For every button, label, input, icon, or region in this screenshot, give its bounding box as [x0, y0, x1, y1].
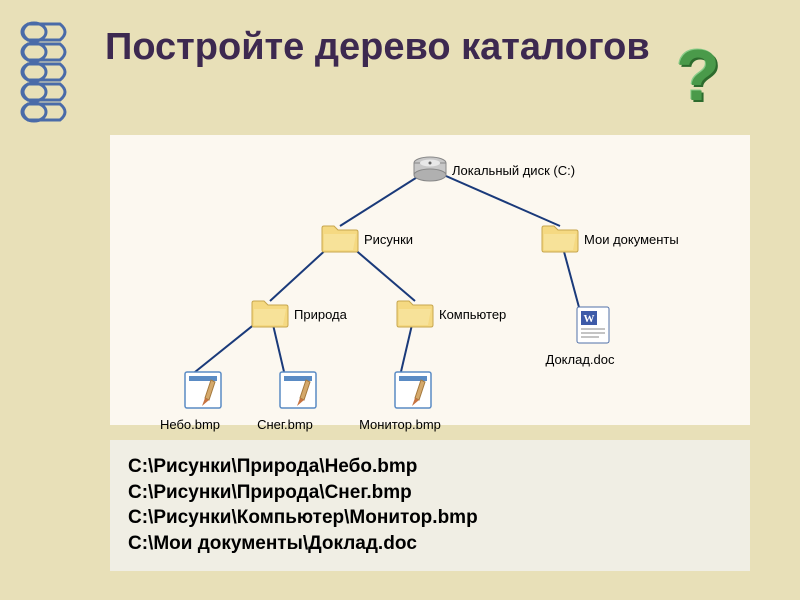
file-path-line: С:\Рисунки\Природа\Небо.bmp	[128, 454, 732, 480]
tree-node-label: Рисунки	[364, 232, 413, 247]
tree-node-label: Природа	[294, 307, 347, 322]
tree-node-sky: Небо.bmp	[170, 370, 235, 432]
file-paths-list: С:\Рисунки\Природа\Небо.bmpС:\Рисунки\Пр…	[110, 440, 750, 571]
tree-node-label: Небо.bmp	[145, 417, 235, 432]
folder-icon	[250, 295, 290, 334]
notebook-rings-decoration	[20, 10, 80, 210]
folder-icon	[320, 220, 360, 259]
tree-node-docs	[540, 220, 580, 259]
tree-node-label: Мои документы	[584, 232, 679, 247]
bmp-icon	[265, 370, 330, 415]
question-mark-icon: ?	[676, 35, 720, 117]
file-path-line: С:\Мои документы\Доклад.doc	[128, 531, 732, 557]
page-title: Постройте дерево каталогов	[105, 26, 650, 70]
doc-icon: W	[560, 305, 625, 350]
tree-node-mon: Монитор.bmp	[380, 370, 445, 432]
tree-node-label: Монитор.bmp	[355, 417, 445, 432]
tree-node-nature	[250, 295, 290, 334]
tree-node-label: Компьютер	[439, 307, 506, 322]
svg-text:W: W	[583, 313, 594, 325]
tree-node-snow: Снег.bmp	[265, 370, 330, 432]
bmp-icon	[380, 370, 445, 415]
file-path-line: С:\Рисунки\Природа\Снег.bmp	[128, 480, 732, 506]
tree-node-label: Доклад.doc	[535, 352, 625, 367]
tree-node-label: Локальный диск (C:)	[452, 163, 575, 178]
tree-node-label: Снег.bmp	[240, 417, 330, 432]
folder-icon	[395, 295, 435, 334]
tree-node-report: W Доклад.doc	[560, 305, 625, 367]
drive-icon	[410, 155, 450, 188]
tree-node-comp	[395, 295, 435, 334]
file-tree-diagram: Локальный диск (C:) Рисунки Мои документ…	[110, 135, 750, 425]
tree-node-pics	[320, 220, 360, 259]
folder-icon	[540, 220, 580, 259]
bmp-icon	[170, 370, 235, 415]
tree-node-root	[410, 155, 450, 188]
file-path-line: С:\Рисунки\Компьютер\Монитор.bmp	[128, 505, 732, 531]
